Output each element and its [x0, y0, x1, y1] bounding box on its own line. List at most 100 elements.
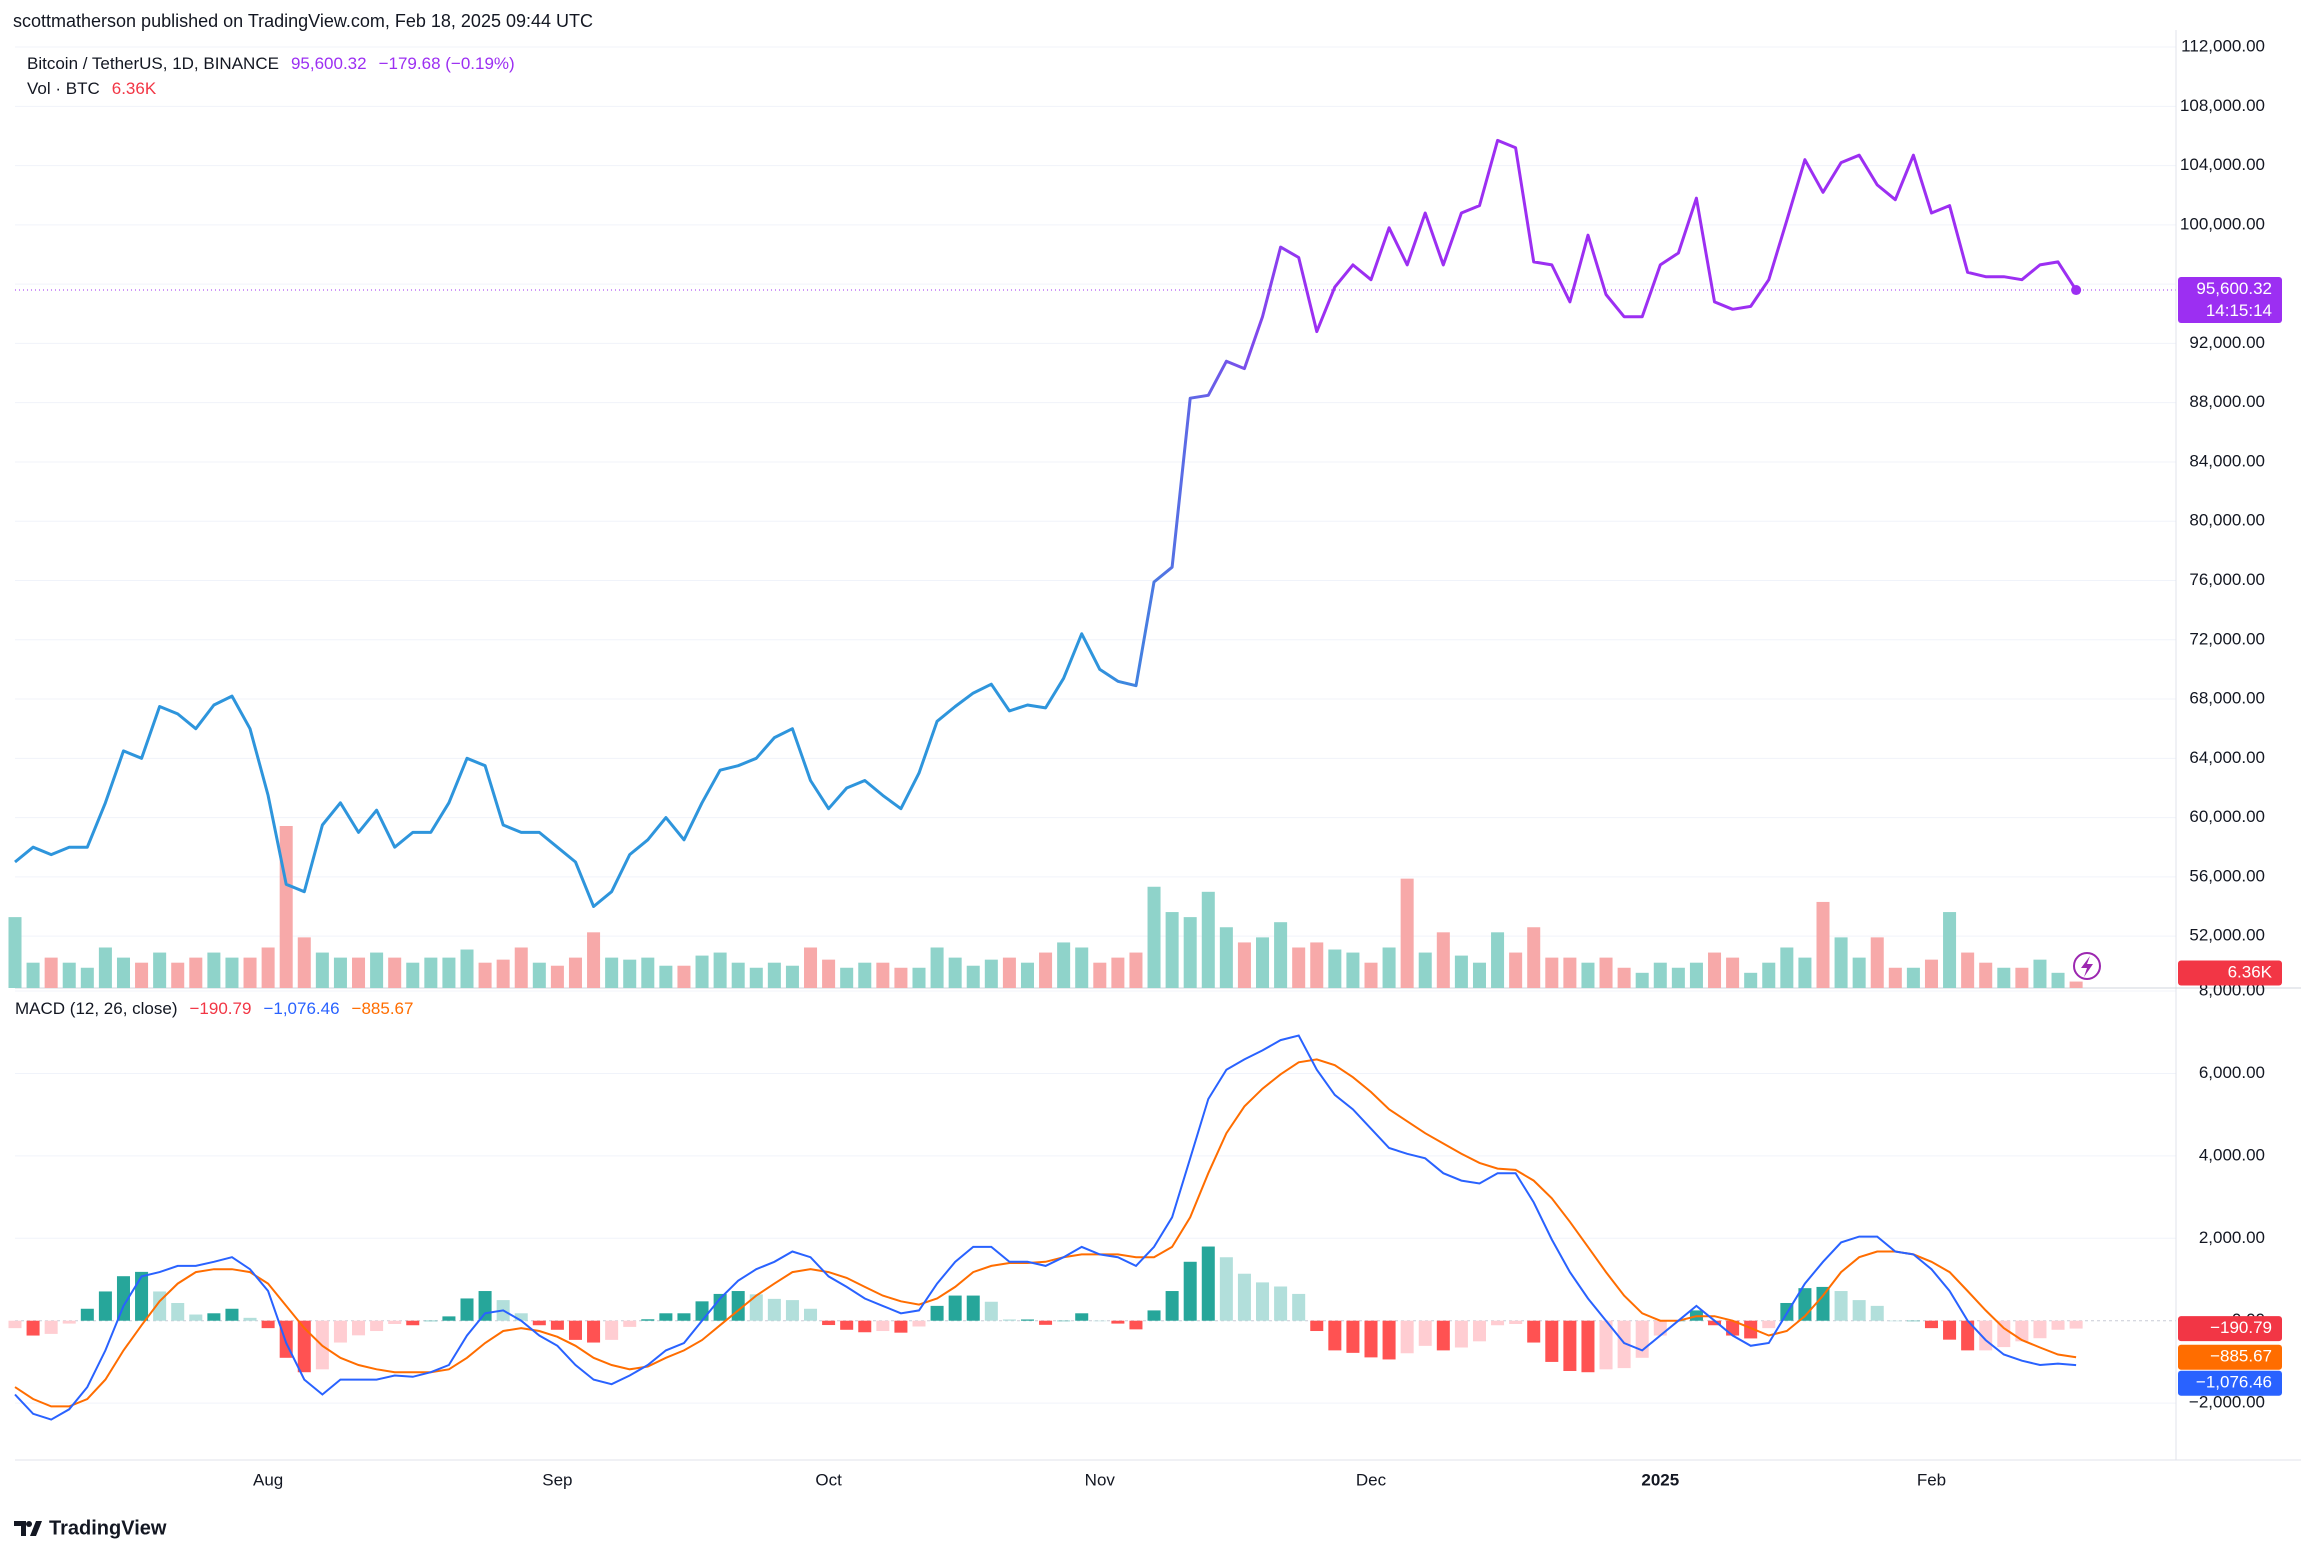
volume-bar	[1509, 952, 1523, 988]
volume-bar	[1689, 962, 1703, 988]
volume-bar	[767, 962, 781, 988]
volume-bar	[279, 826, 293, 988]
volume-bar	[1527, 927, 1541, 988]
symbol-legend: Bitcoin / TetherUS, 1D, BINANCE 95,600.32…	[27, 54, 515, 73]
price-tag-text: 14:15:14	[2206, 301, 2272, 320]
macd-histogram-bar	[1165, 1291, 1179, 1321]
y-tick-label: 6,000.00	[2199, 1063, 2265, 1082]
volume-bar	[135, 962, 149, 988]
macd-histogram-bar	[1491, 1320, 1505, 1326]
macd-histogram-bar	[822, 1320, 836, 1326]
volume-bar	[641, 957, 655, 988]
macd-tag	[2178, 1316, 2282, 1342]
macd-tag	[2178, 1344, 2282, 1370]
y-tick-label: 2,000.00	[2199, 1228, 2265, 1247]
volume-legend: Vol · BTC 6.36K	[27, 79, 157, 98]
macd-histogram-bar	[1310, 1320, 1324, 1332]
volume-bar	[2015, 967, 2029, 988]
volume-bar	[1183, 917, 1197, 988]
volume-bar	[1346, 952, 1360, 988]
volume-bar	[1924, 959, 1938, 988]
volume-bar	[785, 965, 799, 988]
volume-bar	[623, 959, 637, 988]
volume-bar	[1328, 949, 1342, 988]
volume-bar	[1219, 927, 1233, 988]
macd-histogram-bar	[1762, 1320, 1776, 1329]
macd-histogram-bar	[840, 1320, 854, 1330]
macd-histogram-bar	[44, 1320, 58, 1334]
price-tag-text: 95,600.32	[2196, 279, 2272, 298]
volume-bar	[749, 967, 763, 988]
volume-bar	[1364, 962, 1378, 988]
volume-bar	[587, 932, 601, 988]
volume-bar	[605, 957, 619, 988]
macd-histogram-bar	[641, 1319, 655, 1321]
volume-bar	[1111, 957, 1125, 988]
macd-histogram-bar	[333, 1320, 347, 1343]
macd-histogram-bar	[1364, 1320, 1378, 1358]
volume-bar	[1581, 962, 1595, 988]
macd-histogram-bar	[1292, 1293, 1306, 1321]
macd-legend: MACD (12, 26, close) −190.79 −1,076.46 −885…	[15, 999, 413, 1018]
volume-bar	[333, 957, 347, 988]
volume-bar	[1726, 957, 1740, 988]
volume-bar	[984, 959, 998, 988]
volume-bar	[1870, 937, 1884, 988]
volume-bar	[966, 965, 980, 988]
volume-bar	[1798, 957, 1812, 988]
volume-bar	[1382, 947, 1396, 988]
macd-histogram-bar	[1436, 1320, 1450, 1351]
volume-bar	[478, 962, 492, 988]
macd-histogram-bar	[1219, 1257, 1233, 1321]
macd-histogram-bar	[1906, 1320, 1920, 1322]
volume-bar	[858, 962, 872, 988]
brand: TradingView	[49, 1517, 167, 1539]
volume-bar	[1292, 947, 1306, 988]
volume-bar	[406, 962, 420, 988]
volume-bar	[496, 959, 510, 988]
volume-bar	[189, 957, 203, 988]
volume-bar	[44, 957, 58, 988]
signal-line	[14, 1058, 2077, 1408]
macd-histogram-bar	[677, 1313, 691, 1321]
macd-histogram-bar	[442, 1316, 456, 1321]
macd-histogram-bar	[189, 1314, 203, 1321]
volume-bar	[116, 957, 130, 988]
price-tag	[2178, 277, 2282, 324]
volume-bar	[2051, 972, 2065, 988]
macd-histogram-bar	[1400, 1320, 1414, 1354]
macd-histogram-bar	[767, 1298, 781, 1321]
macd-histogram-bar	[532, 1320, 546, 1326]
volume-bar	[1039, 952, 1053, 988]
macd-histogram-bar	[352, 1320, 366, 1336]
macd-histogram-bar	[388, 1320, 402, 1325]
macd-histogram-bar	[749, 1294, 763, 1321]
y-tick-label: 92,000.00	[2189, 333, 2265, 352]
macd-histogram-bar	[1545, 1320, 1559, 1362]
last-price: 95,600.32	[291, 54, 367, 73]
volume-bar	[424, 957, 438, 988]
grid	[15, 46, 2176, 1404]
y-tick-label: 100,000.00	[2180, 214, 2265, 233]
y-tick-label: 84,000.00	[2189, 451, 2265, 470]
volume-bar	[1075, 947, 1089, 988]
y-tick-label: 76,000.00	[2189, 570, 2265, 589]
volume-bar	[1617, 967, 1631, 988]
macd-tag-text: −885.67	[2210, 1347, 2272, 1366]
macd-histogram-bar	[1744, 1320, 1758, 1339]
volume-bar	[1256, 937, 1270, 988]
macd-histogram-bar	[1002, 1319, 1016, 1321]
volume-bar	[1762, 962, 1776, 988]
macd-histogram-bar	[1563, 1320, 1577, 1371]
volume-bar	[352, 957, 366, 988]
x-tick-label: Dec	[1356, 1470, 1387, 1489]
macd-histogram-bar	[930, 1305, 944, 1321]
volume-bar	[1599, 957, 1613, 988]
macd-histogram-bar	[1454, 1320, 1468, 1348]
volume-bar	[1834, 937, 1848, 988]
volume-title: Vol · BTC	[27, 79, 100, 98]
macd-histogram-bar	[948, 1295, 962, 1321]
volume-bar	[731, 962, 745, 988]
macd-histogram-bar	[424, 1320, 438, 1322]
macd-histogram-bar	[912, 1320, 926, 1327]
